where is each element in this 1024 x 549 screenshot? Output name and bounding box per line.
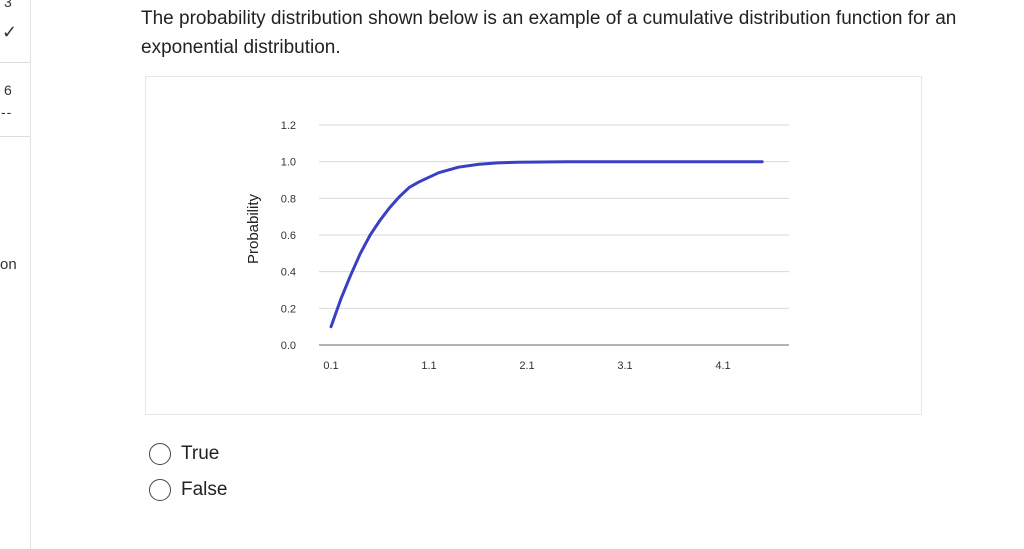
y-tick-label: 0.2 (281, 303, 296, 315)
x-tick-label: 4.1 (715, 360, 730, 372)
nav-item-label[interactable]: on (0, 256, 17, 273)
option-label: True (181, 443, 220, 464)
x-tick-label: 3.1 (617, 360, 632, 372)
option-true[interactable]: True (149, 441, 219, 467)
nav-item-number[interactable]: 3 (4, 0, 12, 10)
x-tick-label: 2.1 (519, 360, 534, 372)
check-icon: ✓ (2, 22, 18, 42)
nav-item-number[interactable]: 6 (4, 82, 12, 98)
question-text: The probability distribution shown below… (141, 8, 957, 58)
y-axis-label: Probability (245, 193, 262, 264)
cdf-curve (329, 160, 764, 329)
nav-divider (0, 136, 30, 137)
y-tick-label: 0.6 (281, 230, 296, 242)
radio-false[interactable] (149, 479, 171, 501)
y-tick-label: 0.0 (281, 340, 296, 352)
y-tick-label: 1.2 (281, 120, 296, 132)
y-tick-label: 1.0 (281, 157, 296, 169)
nav-divider (0, 62, 30, 63)
cdf-chart: 0.0 0.2 0.4 0.6 0.8 1.0 1.2 0.1 1.1 2.1 3.1 4.1 Pro… (245, 120, 789, 372)
y-tick-label: 0.4 (281, 267, 296, 279)
chart-panel: 0.0 0.2 0.4 0.6 0.8 1.0 1.2 0.1 1.1 2.1 3.1 4.1 Pro… (145, 76, 922, 415)
question-navigator: 3 ✓ 6 -- on (0, 0, 31, 549)
unanswered-mark: -- (1, 104, 13, 120)
x-tick-label: 1.1 (421, 360, 436, 372)
radio-true[interactable] (149, 443, 171, 465)
y-tick-label: 0.8 (281, 193, 296, 205)
option-label: False (181, 479, 228, 500)
option-false[interactable]: False (149, 477, 227, 503)
x-tick-label: 0.1 (323, 360, 338, 372)
